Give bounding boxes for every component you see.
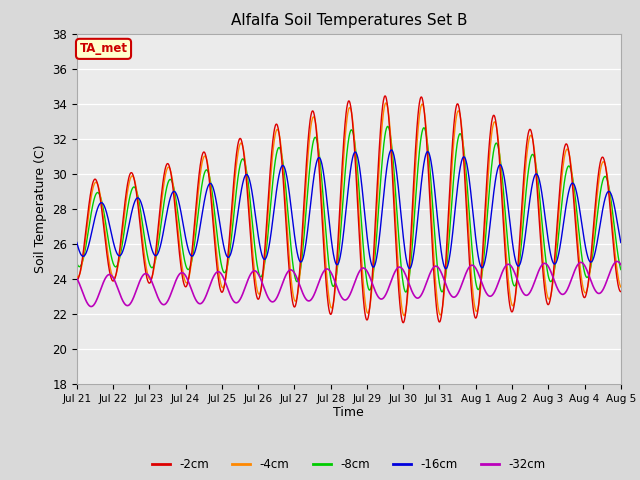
Legend: -2cm, -4cm, -8cm, -16cm, -32cm: -2cm, -4cm, -8cm, -16cm, -32cm [147,454,550,476]
Text: TA_met: TA_met [79,42,127,55]
X-axis label: Time: Time [333,407,364,420]
Y-axis label: Soil Temperature (C): Soil Temperature (C) [33,144,47,273]
Title: Alfalfa Soil Temperatures Set B: Alfalfa Soil Temperatures Set B [230,13,467,28]
